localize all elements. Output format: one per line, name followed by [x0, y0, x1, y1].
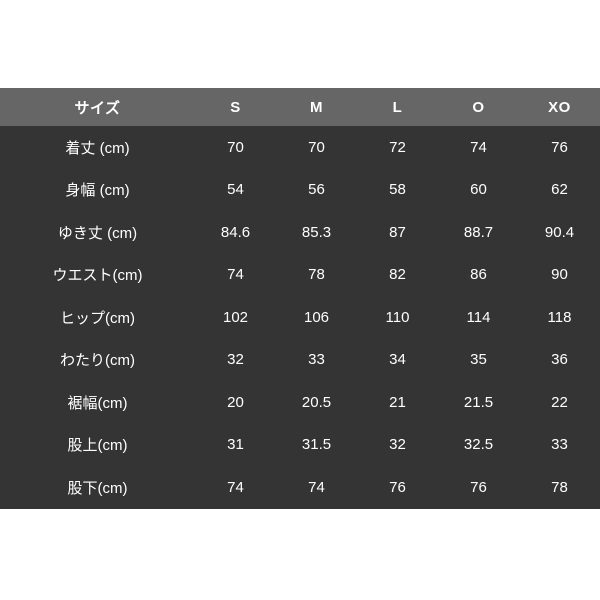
cell-value: 78 [276, 253, 357, 296]
cell-value: 114 [438, 296, 519, 339]
cell-value: 56 [276, 168, 357, 211]
column-header-s: S [195, 88, 276, 126]
cell-value: 74 [195, 466, 276, 509]
table-row-thigh: わたり(cm) 32 33 34 35 36 [0, 338, 600, 381]
cell-value: 35 [438, 338, 519, 381]
row-label: ゆき丈 (cm) [0, 211, 195, 254]
cell-value: 20 [195, 381, 276, 424]
cell-value: 22 [519, 381, 600, 424]
row-label: 身幅 (cm) [0, 168, 195, 211]
cell-value: 74 [195, 253, 276, 296]
row-label: ウエスト(cm) [0, 253, 195, 296]
cell-value: 72 [357, 126, 438, 169]
cell-value: 36 [519, 338, 600, 381]
cell-value: 32 [195, 338, 276, 381]
table-row-waist: ウエスト(cm) 74 78 82 86 90 [0, 253, 600, 296]
cell-value: 62 [519, 168, 600, 211]
cell-value: 34 [357, 338, 438, 381]
table-row-inseam: 股下(cm) 74 74 76 76 78 [0, 466, 600, 509]
row-label: わたり(cm) [0, 338, 195, 381]
cell-value: 106 [276, 296, 357, 339]
row-label: 着丈 (cm) [0, 126, 195, 169]
cell-value: 31 [195, 423, 276, 466]
cell-value: 118 [519, 296, 600, 339]
column-header-l: L [357, 88, 438, 126]
cell-value: 74 [438, 126, 519, 169]
cell-value: 70 [276, 126, 357, 169]
cell-value: 88.7 [438, 211, 519, 254]
table-row-body-length: 着丈 (cm) 70 70 72 74 76 [0, 126, 600, 169]
cell-value: 74 [276, 466, 357, 509]
cell-value: 86 [438, 253, 519, 296]
column-header-m: M [276, 88, 357, 126]
cell-value: 70 [195, 126, 276, 169]
size-chart-table: サイズ S M L O XO 着丈 (cm) 70 70 72 74 76 身幅… [0, 88, 600, 509]
cell-value: 90.4 [519, 211, 600, 254]
table-row-sleeve-length: ゆき丈 (cm) 84.6 85.3 87 88.7 90.4 [0, 211, 600, 254]
cell-value: 31.5 [276, 423, 357, 466]
cell-value: 32.5 [438, 423, 519, 466]
cell-value: 33 [519, 423, 600, 466]
column-header-size: サイズ [0, 88, 195, 126]
cell-value: 76 [519, 126, 600, 169]
table-row-rise: 股上(cm) 31 31.5 32 32.5 33 [0, 423, 600, 466]
cell-value: 76 [438, 466, 519, 509]
row-label: 裾幅(cm) [0, 381, 195, 424]
cell-value: 20.5 [276, 381, 357, 424]
cell-value: 90 [519, 253, 600, 296]
cell-value: 85.3 [276, 211, 357, 254]
cell-value: 58 [357, 168, 438, 211]
cell-value: 33 [276, 338, 357, 381]
column-header-xo: XO [519, 88, 600, 126]
cell-value: 110 [357, 296, 438, 339]
table-row-hip: ヒップ(cm) 102 106 110 114 118 [0, 296, 600, 339]
table-row-hem-width: 裾幅(cm) 20 20.5 21 21.5 22 [0, 381, 600, 424]
row-label: 股上(cm) [0, 423, 195, 466]
cell-value: 76 [357, 466, 438, 509]
row-label: 股下(cm) [0, 466, 195, 509]
cell-value: 60 [438, 168, 519, 211]
cell-value: 102 [195, 296, 276, 339]
cell-value: 21 [357, 381, 438, 424]
row-label: ヒップ(cm) [0, 296, 195, 339]
cell-value: 21.5 [438, 381, 519, 424]
cell-value: 84.6 [195, 211, 276, 254]
table-row-body-width: 身幅 (cm) 54 56 58 60 62 [0, 168, 600, 211]
cell-value: 32 [357, 423, 438, 466]
cell-value: 82 [357, 253, 438, 296]
cell-value: 54 [195, 168, 276, 211]
column-header-o: O [438, 88, 519, 126]
table-header-row: サイズ S M L O XO [0, 88, 600, 126]
cell-value: 78 [519, 466, 600, 509]
cell-value: 87 [357, 211, 438, 254]
